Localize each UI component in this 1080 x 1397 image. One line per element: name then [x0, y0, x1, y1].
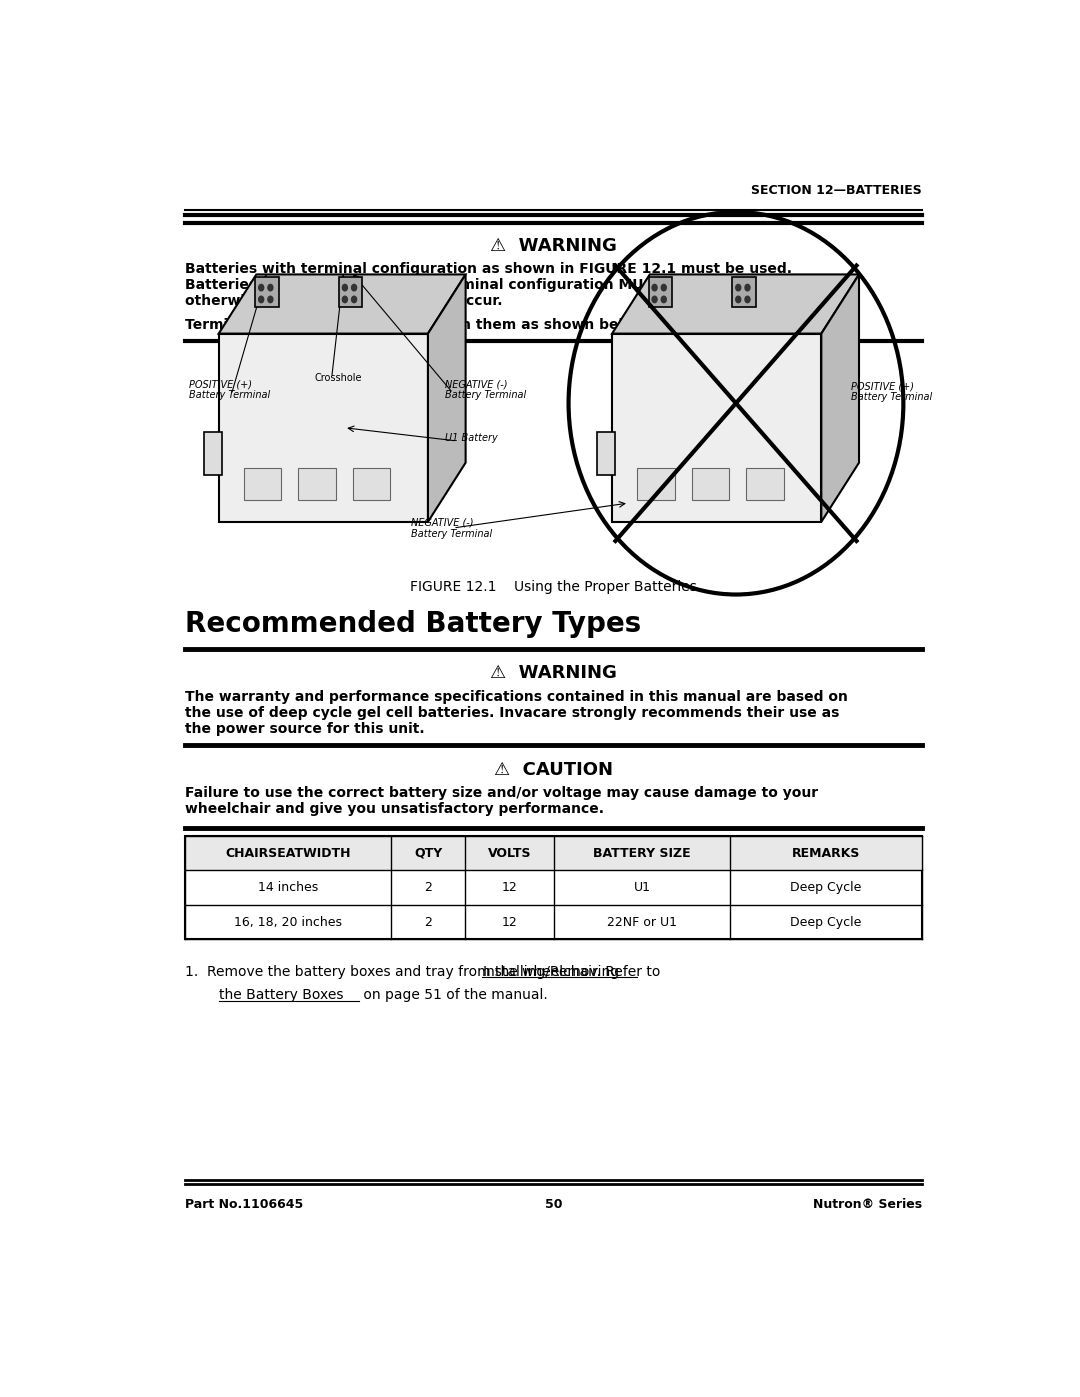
Bar	[244, 468, 282, 500]
Text: BATTERY SIZE: BATTERY SIZE	[593, 847, 691, 859]
Bar	[339, 277, 363, 307]
Bar	[298, 468, 336, 500]
Text: 16, 18, 20 inches: 16, 18, 20 inches	[234, 915, 342, 929]
Bar	[204, 432, 222, 475]
Circle shape	[661, 285, 666, 291]
Text: Deep Cycle: Deep Cycle	[791, 915, 862, 929]
Text: QTY: QTY	[414, 847, 443, 859]
Text: 2: 2	[424, 915, 432, 929]
Text: Battery Terminal: Battery Terminal	[851, 393, 932, 402]
Text: on page 51 of the manual.: on page 51 of the manual.	[360, 988, 548, 1002]
Bar	[691, 468, 729, 500]
Text: The warranty and performance specifications contained in this manual are based o: The warranty and performance specificati…	[186, 690, 848, 704]
Circle shape	[745, 285, 750, 291]
Text: Battery Terminal: Battery Terminal	[189, 390, 271, 400]
Text: Battery Terminal: Battery Terminal	[411, 529, 492, 539]
Text: ⚠  WARNING: ⚠ WARNING	[490, 665, 617, 682]
Circle shape	[268, 285, 273, 291]
Polygon shape	[821, 274, 859, 522]
Bar	[352, 468, 390, 500]
Text: FIGURE 12.1    Using the Proper Batteries: FIGURE 12.1 Using the Proper Batteries	[410, 580, 697, 594]
Text: 12: 12	[501, 882, 517, 894]
Circle shape	[745, 296, 750, 303]
Text: DO NOT USE: DO NOT USE	[637, 359, 719, 372]
Circle shape	[342, 296, 348, 303]
Text: SECTION 12—BATTERIES: SECTION 12—BATTERIES	[751, 184, 922, 197]
Bar	[597, 432, 616, 475]
Text: Batteries that have the reverse terminal configuration MUST NOT be used -: Batteries that have the reverse terminal…	[186, 278, 779, 292]
Polygon shape	[218, 274, 465, 334]
Text: wheelchair and give you unsatisfactory performance.: wheelchair and give you unsatisfactory p…	[186, 802, 604, 816]
Circle shape	[342, 285, 348, 291]
Text: USE THIS CONFIGURATION: USE THIS CONFIGURATION	[218, 359, 394, 372]
Text: Part No.1106645: Part No.1106645	[186, 1197, 303, 1211]
Circle shape	[352, 285, 356, 291]
Circle shape	[352, 296, 356, 303]
Bar	[186, 835, 922, 870]
Text: 22NF or U1: 22NF or U1	[607, 915, 677, 929]
Bar	[732, 277, 756, 307]
Text: VOLTS: VOLTS	[487, 847, 531, 859]
Text: Deep Cycle: Deep Cycle	[791, 882, 862, 894]
Text: POSITIVE (+): POSITIVE (+)	[189, 380, 253, 390]
Text: Crosshole: Crosshole	[315, 373, 363, 383]
Text: the use of deep cycle gel cell batteries. Invacare strongly recommends their use: the use of deep cycle gel cell batteries…	[186, 705, 839, 719]
Text: Failure to use the correct battery size and/or voltage may cause damage to your: Failure to use the correct battery size …	[186, 787, 819, 800]
Bar	[218, 334, 428, 522]
Text: 14 inches: 14 inches	[258, 882, 319, 894]
Bar	[255, 277, 279, 307]
Text: Recommended Battery Types: Recommended Battery Types	[186, 610, 642, 638]
Circle shape	[735, 285, 741, 291]
Text: Installing/Removing: Installing/Removing	[483, 964, 620, 978]
Circle shape	[268, 296, 273, 303]
Text: 2: 2	[424, 882, 432, 894]
Text: NEGATIVE (-): NEGATIVE (-)	[411, 518, 474, 528]
Bar	[649, 277, 672, 307]
Text: 1.  Remove the battery boxes and tray from the wheelchair. Refer to: 1. Remove the battery boxes and tray fro…	[186, 964, 665, 978]
Text: Batteries with terminal configuration as shown in FIGURE 12.1 must be used.: Batteries with terminal configuration as…	[186, 261, 793, 275]
Bar	[612, 334, 821, 522]
Bar	[637, 468, 675, 500]
Circle shape	[652, 296, 657, 303]
Circle shape	[259, 285, 264, 291]
Text: ⚠  CAUTION: ⚠ CAUTION	[494, 760, 613, 778]
Circle shape	[652, 285, 657, 291]
Bar	[746, 468, 784, 500]
Text: otherwise injury and damage may occur.: otherwise injury and damage may occur.	[186, 293, 502, 307]
Circle shape	[735, 296, 741, 303]
Text: U1 Battery: U1 Battery	[445, 433, 498, 443]
Text: U1: U1	[633, 882, 650, 894]
Text: 12: 12	[501, 915, 517, 929]
Text: 50: 50	[544, 1197, 563, 1211]
Text: ⚠  WARNING: ⚠ WARNING	[490, 237, 617, 254]
Text: the Battery Boxes: the Battery Boxes	[218, 988, 343, 1002]
Polygon shape	[428, 274, 465, 522]
Text: the power source for this unit.: the power source for this unit.	[186, 722, 424, 736]
Text: CHAIRSEATWIDTH: CHAIRSEATWIDTH	[226, 847, 351, 859]
Text: Battery Terminal: Battery Terminal	[445, 390, 526, 400]
Polygon shape	[612, 274, 859, 334]
Circle shape	[259, 296, 264, 303]
Text: POSITIVE (+): POSITIVE (+)	[851, 381, 914, 391]
Text: REMARKS: REMARKS	[792, 847, 860, 859]
Text: Nutron® Series: Nutron® Series	[812, 1197, 922, 1211]
Text: Terminals MUST have a cross hole in them as shown below.: Terminals MUST have a cross hole in them…	[186, 317, 650, 332]
Circle shape	[661, 296, 666, 303]
Bar	[186, 835, 922, 939]
Text: NEGATIVE (-): NEGATIVE (-)	[445, 380, 508, 390]
